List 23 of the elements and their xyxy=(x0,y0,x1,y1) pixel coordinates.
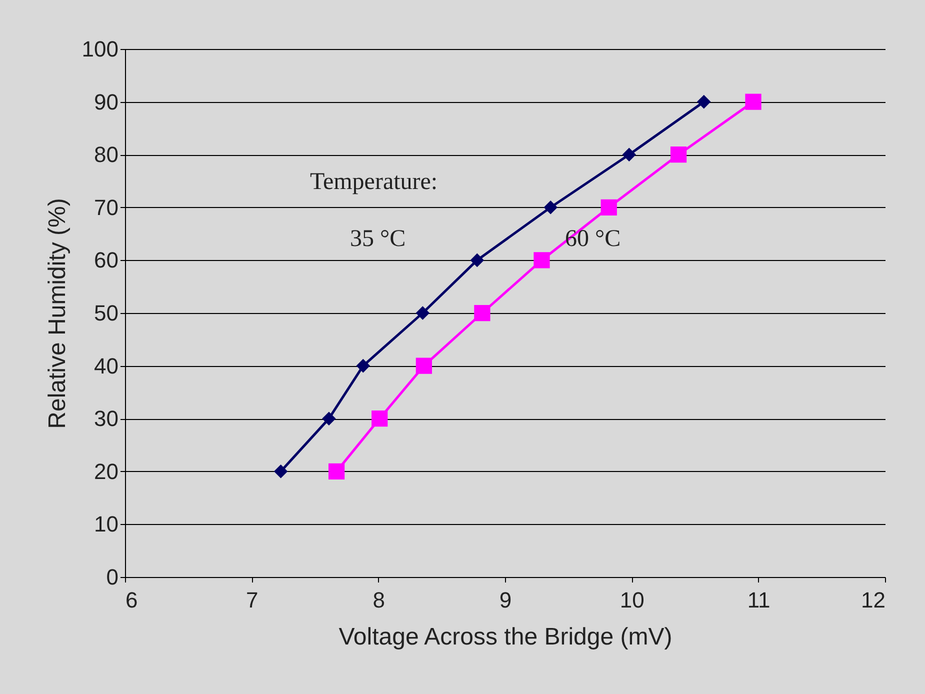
y-tick-label: 60 xyxy=(94,248,118,273)
y-tick-label: 30 xyxy=(94,406,118,432)
x-tick-label: 7 xyxy=(246,588,258,612)
text: 35 °C xyxy=(350,226,406,252)
x-tick-label: 6 xyxy=(126,588,138,612)
x-tick-label: 12 xyxy=(861,588,886,612)
y-tick-label: 10 xyxy=(94,512,118,537)
y-tick-label: 80 xyxy=(94,142,118,168)
x-tick-label: 9 xyxy=(499,588,512,612)
y-tick-label: 90 xyxy=(94,89,118,114)
y-tick-label: 0 xyxy=(106,564,118,590)
annotation: Temperature: xyxy=(310,169,438,195)
x-tick-label: 11 xyxy=(747,588,770,612)
y-axis-title: Relative Humidity (%) xyxy=(44,198,71,429)
x-axis-title: Voltage Across the Bridge (mV) xyxy=(338,624,672,650)
x-tick-label: 10 xyxy=(620,588,644,612)
y-tick-label: 50 xyxy=(94,300,118,326)
y-tick-label: 100 xyxy=(82,36,118,62)
y-tick-label: 40 xyxy=(94,353,118,378)
y-tick-label: 70 xyxy=(94,194,118,220)
y-tick-label: 20 xyxy=(94,458,118,484)
series-label: 60 °C xyxy=(565,226,621,252)
x-tick-label: 8 xyxy=(372,588,385,612)
